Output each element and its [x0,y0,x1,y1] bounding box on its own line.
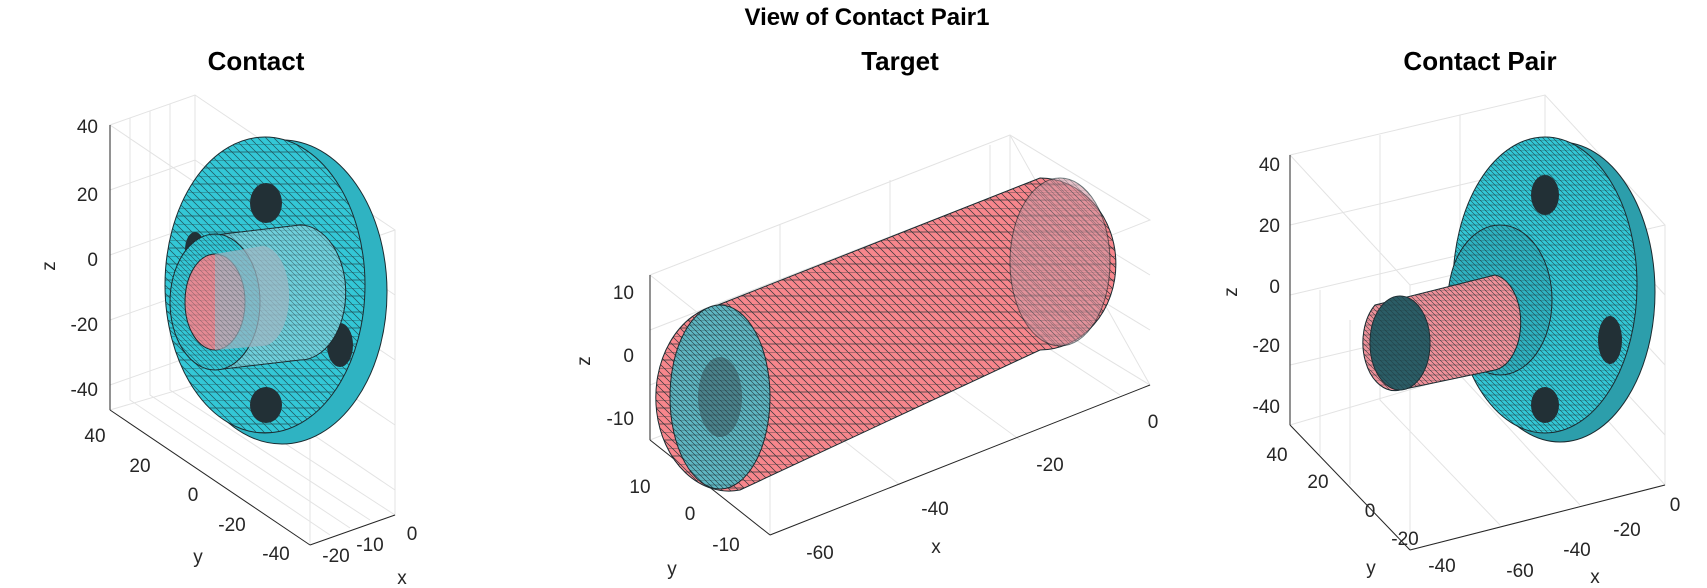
x-axis-label: x [931,537,941,558]
x-tick: -20 [1036,455,1063,476]
z-axis-label: z [1221,287,1242,297]
panel-title: Contact [208,46,305,76]
y-tick: 0 [188,485,199,506]
z-tick: 0 [1269,277,1280,298]
y-tick: 20 [1307,472,1328,493]
panel-contact-pair: Contact Pair 40 20 0 -20 -40 z 40 20 0 -… [1221,46,1680,588]
panel-title: Target [861,46,939,76]
contact-pair-mesh [1362,136,1656,443]
panel-target: Target 10 0 -10 z 10 0 -10 y -60 -40 -20… [574,46,1158,580]
contact-flange-mesh [164,136,388,445]
y-tick: 0 [685,504,696,525]
y-axis-label: y [667,559,677,580]
z-axis-label: z [39,261,60,271]
panel-contact: Contact 40 20 0 -20 -40 z 40 20 0 -20 -4… [39,46,417,588]
y-axis [1289,424,1411,551]
z-tick: 40 [77,117,98,138]
y-axis-label: y [193,547,203,568]
x-tick: -20 [322,546,349,567]
y-tick: -40 [1428,556,1455,577]
z-tick: 40 [1259,155,1280,176]
x-tick: -40 [921,499,948,520]
z-tick: -40 [1253,397,1280,418]
z-tick: 20 [77,185,98,206]
x-tick: 0 [1670,495,1681,516]
panel-title: Contact Pair [1403,46,1556,76]
z-tick: -20 [71,315,98,336]
x-tick: 0 [1148,412,1159,433]
y-tick: -40 [262,544,289,565]
z-tick: 0 [87,250,98,271]
y-tick: 0 [1365,501,1376,522]
x-axis [309,514,396,546]
x-tick: -60 [806,543,833,564]
x-tick: 0 [407,524,418,545]
y-axis-label: y [1366,558,1376,579]
y-tick: -20 [218,515,245,536]
x-tick: -20 [1613,520,1640,541]
y-axis [109,409,311,546]
x-axis-label: x [1590,567,1600,588]
x-tick: -10 [356,535,383,556]
z-tick: -20 [1253,336,1280,357]
y-tick: 40 [1266,445,1287,466]
y-tick: 20 [129,456,150,477]
x-tick: -40 [1563,540,1590,561]
z-tick: -40 [71,380,98,401]
y-tick: -20 [1391,529,1418,550]
x-axis-label: x [397,568,407,588]
target-cylinder-mesh [655,177,1117,492]
x-tick: -60 [1506,561,1533,582]
x-axis [769,384,1151,536]
y-tick: -10 [712,535,739,556]
z-tick: 10 [613,283,634,304]
z-axis-label: z [574,356,595,366]
y-tick: 10 [629,477,650,498]
y-tick: 40 [84,426,105,447]
figure-title: View of Contact Pair1 [745,4,990,31]
x-axis [1409,484,1666,551]
z-tick: 0 [623,346,634,367]
z-tick: -10 [607,409,634,430]
z-tick: 20 [1259,216,1280,237]
